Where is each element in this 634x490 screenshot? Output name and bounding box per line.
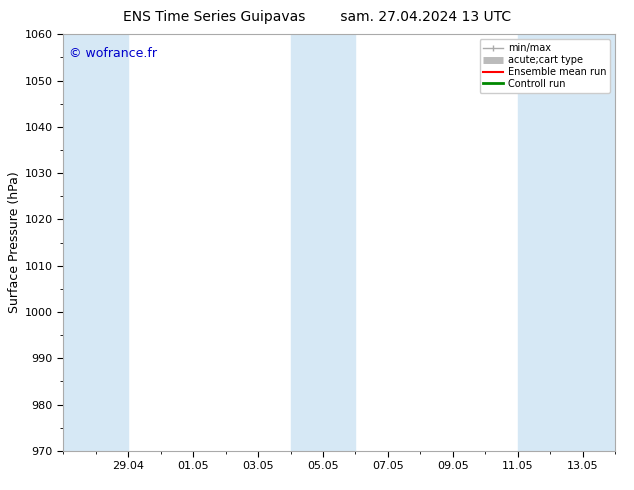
Bar	[517, 34, 615, 451]
Y-axis label: Surface Pressure (hPa): Surface Pressure (hPa)	[8, 172, 21, 314]
Text: © wofrance.fr: © wofrance.fr	[69, 47, 157, 60]
Legend: min/max, acute;cart type, Ensemble mean run, Controll run: min/max, acute;cart type, Ensemble mean …	[479, 39, 610, 93]
Bar	[63, 34, 128, 451]
Text: ENS Time Series Guipavas        sam. 27.04.2024 13 UTC: ENS Time Series Guipavas sam. 27.04.2024…	[123, 10, 511, 24]
Bar	[290, 34, 356, 451]
